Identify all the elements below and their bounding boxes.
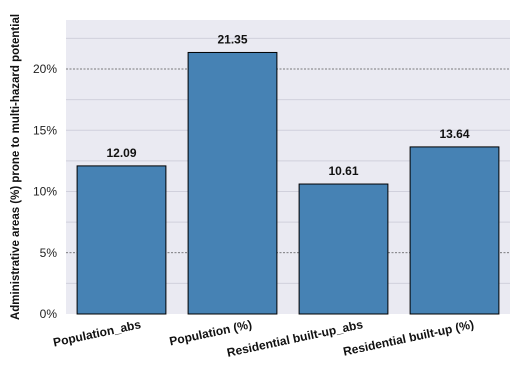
bar <box>76 165 167 315</box>
bars: 12.09 21.35 10.61 13.64 <box>76 32 500 315</box>
bar <box>409 146 500 315</box>
bar-value-label: 10.61 <box>328 164 358 178</box>
bar-value-label: 12.09 <box>106 146 136 160</box>
x-category-label: Population_abs <box>52 317 143 349</box>
y-axis-label: Administrative areas (%) prone to multi-… <box>10 14 22 320</box>
y-tick-label: 20% <box>33 62 57 76</box>
y-tick-label: 15% <box>33 123 57 137</box>
y-tick-label: 5% <box>40 246 58 260</box>
bar <box>187 51 278 315</box>
bar-value-label: 13.64 <box>439 127 469 141</box>
bar-value-label: 21.35 <box>217 32 247 46</box>
y-tick-label: 0% <box>40 307 58 321</box>
bar <box>298 183 389 315</box>
y-tick-label: 10% <box>33 185 57 199</box>
x-axis-categories: Population_abs Population (%)Residential … <box>52 317 475 360</box>
y-axis-ticks: 0% 5% 10% 15% 20% <box>33 62 57 321</box>
